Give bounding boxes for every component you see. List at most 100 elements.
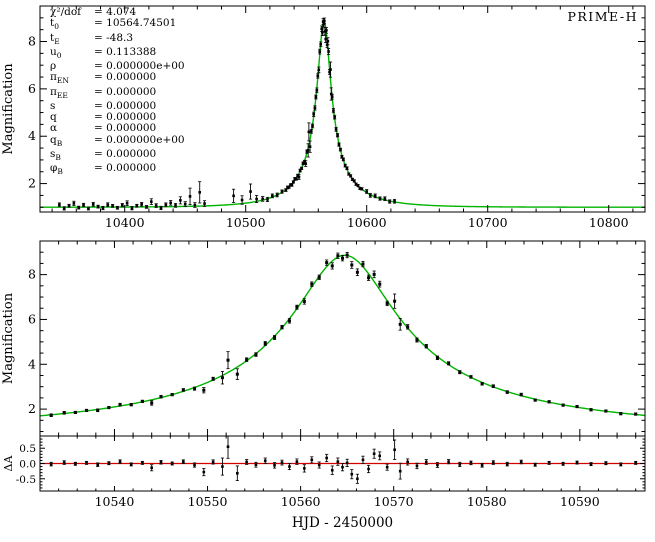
- data-marker: [235, 372, 239, 376]
- data-marker: [159, 460, 163, 464]
- data-marker: [604, 409, 608, 413]
- data-marker: [575, 461, 579, 464]
- fit-param-value: = 0.000000: [94, 99, 157, 112]
- fit-param-row: φB = 0.000000: [50, 162, 185, 177]
- data-marker: [315, 89, 319, 92]
- data-marker: [436, 463, 439, 467]
- data-marker: [345, 253, 349, 257]
- data-marker: [266, 198, 269, 201]
- data-marker: [634, 412, 638, 416]
- x-tick-label: 10800: [589, 215, 629, 230]
- y-tick-label: 8: [28, 34, 36, 49]
- data-marker: [469, 375, 473, 379]
- fit-param-row: t0 = 10564.74501: [50, 17, 185, 32]
- data-marker: [360, 187, 364, 191]
- data-marker: [355, 270, 359, 274]
- data-marker: [317, 68, 321, 72]
- data-marker: [327, 50, 330, 53]
- data-marker: [324, 37, 327, 41]
- data-marker: [107, 406, 111, 410]
- data-marker: [307, 130, 311, 134]
- data-marker: [491, 461, 495, 464]
- data-marker: [340, 155, 344, 159]
- data-marker: [295, 460, 299, 463]
- data-marker: [303, 467, 306, 470]
- fit-param-value: = 4.074: [94, 6, 137, 18]
- data-marker: [74, 462, 77, 466]
- data-points: [49, 251, 638, 417]
- fit-param-value: = 10564.74501: [94, 17, 177, 30]
- data-marker: [424, 460, 428, 464]
- data-marker: [96, 463, 100, 467]
- data-marker: [352, 179, 356, 183]
- fit-param-row: πEE = 0.000000: [50, 86, 185, 101]
- data-marker: [302, 299, 306, 303]
- y-axis-title: Magnification: [1, 292, 16, 384]
- data-marker: [322, 22, 326, 26]
- data-marker: [183, 202, 187, 206]
- x-tick-label: 10540: [95, 494, 135, 509]
- data-marker: [480, 464, 484, 467]
- data-marker: [383, 197, 387, 201]
- data-marker: [378, 454, 382, 458]
- data-marker: [561, 403, 565, 407]
- data-marker: [323, 30, 327, 33]
- data-marker: [316, 74, 320, 78]
- data-marker: [519, 460, 523, 464]
- fit-param-label: tE: [50, 31, 60, 46]
- data-marker: [321, 31, 324, 34]
- y-tick-label: 2: [28, 176, 36, 191]
- fit-param-value: = 0.000000: [94, 162, 157, 175]
- fit-param-label: α: [50, 122, 58, 135]
- data-marker: [491, 384, 495, 388]
- fit-param-label: s: [50, 99, 56, 112]
- data-marker: [312, 112, 316, 116]
- data-marker: [170, 462, 174, 465]
- data-marker: [159, 206, 163, 210]
- data-marker: [179, 199, 182, 202]
- model-curve: [40, 254, 645, 417]
- data-marker: [293, 177, 297, 181]
- axes-frame: [39, 240, 646, 437]
- data-marker: [62, 411, 66, 415]
- data-marker: [393, 299, 397, 303]
- data-marker: [292, 180, 295, 184]
- y-tick-label: 0.0: [19, 459, 36, 471]
- data-marker: [150, 401, 154, 405]
- data-marker: [154, 204, 158, 207]
- data-marker: [435, 356, 439, 360]
- data-marker: [385, 301, 389, 305]
- data-marker: [254, 353, 258, 357]
- data-marker: [289, 183, 292, 187]
- fit-param-row: u0 = 0.113388: [50, 45, 185, 61]
- data-marker: [85, 461, 88, 465]
- y-tick-label: 0.5: [19, 443, 36, 455]
- data-marker: [388, 200, 391, 203]
- data-marker: [72, 202, 76, 205]
- data-marker: [358, 187, 362, 190]
- data-marker: [67, 204, 71, 208]
- fit-param-row: ρ = 0.000000e+00: [50, 60, 185, 72]
- data-marker: [480, 382, 484, 386]
- fit-param-row: χ²/dof = 4.074: [50, 6, 185, 18]
- data-marker: [385, 465, 389, 469]
- data-marker: [345, 166, 349, 170]
- data-marker: [286, 186, 289, 189]
- data-marker: [589, 408, 593, 412]
- data-marker: [111, 204, 114, 208]
- data-marker: [116, 206, 119, 210]
- y-tick-label: 4: [28, 128, 36, 143]
- data-marker: [373, 194, 377, 198]
- data-marker: [236, 471, 239, 475]
- y-tick-label: -0.5: [16, 474, 36, 486]
- fit-param-row: q = 0.000000: [50, 111, 185, 123]
- data-marker: [107, 461, 111, 465]
- axis-ticks: [39, 435, 645, 492]
- data-marker: [118, 460, 122, 463]
- data-marker: [339, 148, 342, 151]
- data-marker: [328, 70, 331, 74]
- data-marker: [334, 128, 338, 131]
- fit-param-label: u0: [50, 45, 62, 60]
- data-marker: [333, 115, 336, 119]
